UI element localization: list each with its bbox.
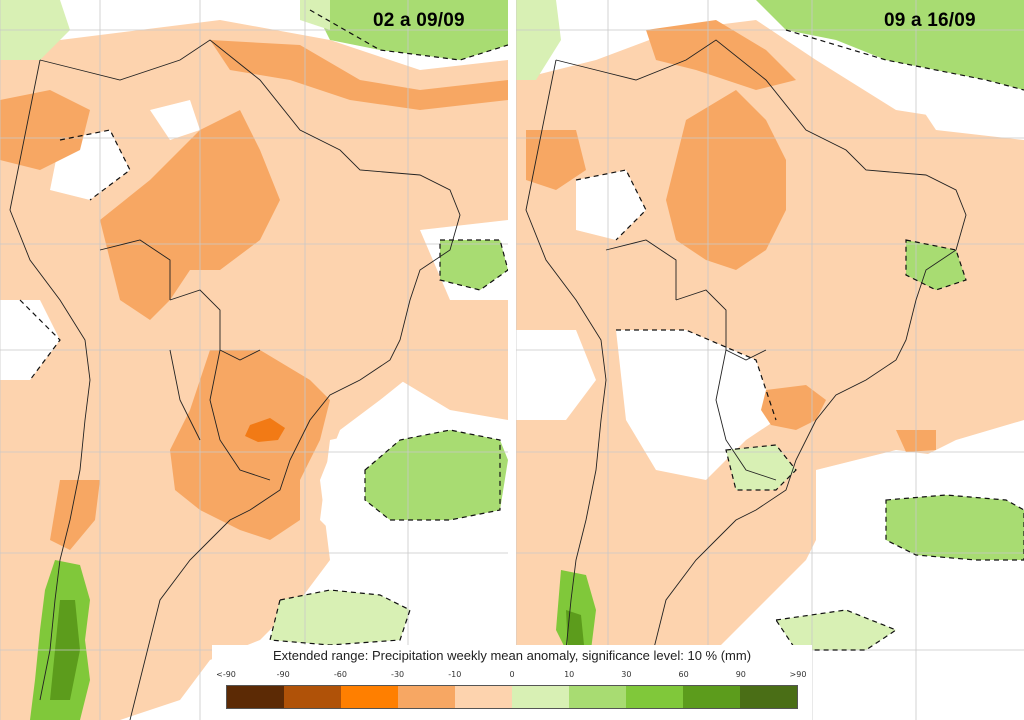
- legend-tick: 60: [678, 670, 689, 679]
- legend-swatch: [569, 686, 626, 708]
- legend-swatch: [455, 686, 512, 708]
- legend-swatch: [398, 686, 455, 708]
- legend-tick: 0: [509, 670, 515, 679]
- legend-swatch: [284, 686, 341, 708]
- legend-swatch: [227, 686, 284, 708]
- lat-lon-grid: [0, 0, 508, 720]
- period-title-week1: 02 a 09/09: [373, 10, 465, 31]
- legend-ticks: <-90 -90 -60 -30 -10 0 10 30 60 90 >90: [212, 670, 812, 682]
- wet-north-ocean: [756, 0, 1024, 90]
- legend-tick: -10: [448, 670, 462, 679]
- dry-medium-north: [666, 90, 786, 270]
- legend-tick: >90: [789, 670, 807, 679]
- legend-swatch: [626, 686, 683, 708]
- legend-tick: -60: [333, 670, 347, 679]
- legend-colorbar: [226, 685, 798, 709]
- legend-swatch: [512, 686, 569, 708]
- dry-medium-north: [100, 110, 280, 320]
- anomaly-map-week2: [516, 0, 1024, 720]
- color-legend: Extended range: Precipitation weekly mea…: [212, 645, 812, 720]
- legend-swatch: [683, 686, 740, 708]
- coastline: [525, 39, 967, 720]
- coastline: [9, 39, 461, 720]
- legend-swatch: [341, 686, 398, 708]
- legend-swatch: [740, 686, 797, 708]
- panel-divider: [508, 0, 516, 720]
- legend-tick: -30: [391, 670, 405, 679]
- map-panel-week1: [0, 0, 508, 720]
- wet-south-ocean: [886, 495, 1024, 560]
- legend-title: Extended range: Precipitation weekly mea…: [272, 648, 752, 663]
- legend-tick: 10: [564, 670, 575, 679]
- anomaly-map-week1: [0, 0, 508, 720]
- legend-tick: -90: [276, 670, 290, 679]
- legend-tick: 90: [735, 670, 746, 679]
- ocean-neutral: [616, 330, 776, 480]
- period-title-week2: 09 a 16/09: [884, 10, 976, 31]
- map-panel-week2: [516, 0, 1024, 720]
- legend-tick: <-90: [216, 670, 236, 679]
- significance-contours: [19, 9, 508, 646]
- dry-medium-south: [761, 385, 826, 430]
- dry-medium-south: [170, 350, 330, 540]
- legend-tick: 30: [621, 670, 632, 679]
- dry-light-region: [516, 20, 1024, 720]
- dry-strong-spot: [245, 418, 285, 442]
- wet-south-ocean: [365, 430, 508, 520]
